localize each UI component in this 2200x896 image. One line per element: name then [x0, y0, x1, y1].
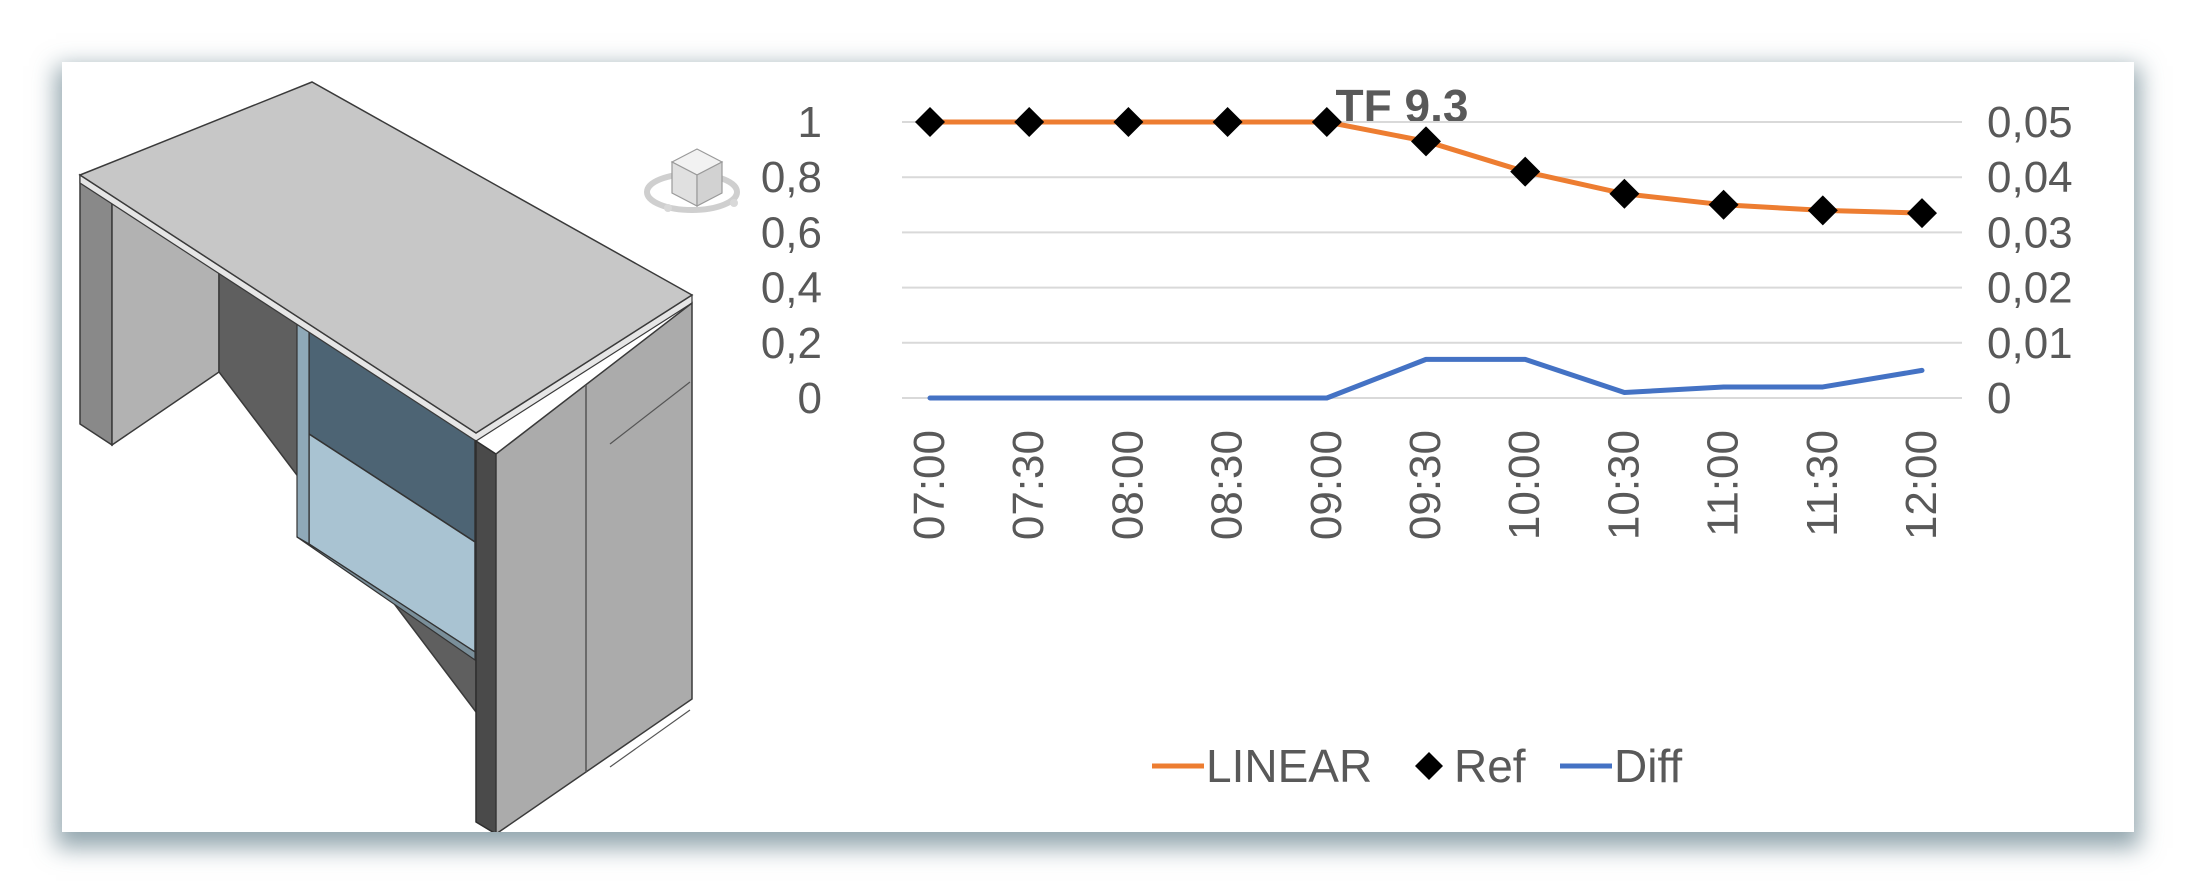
legend-label: Ref: [1454, 740, 1526, 792]
chart-title: TF 9.3: [1336, 80, 1469, 132]
chart-gridlines: [902, 121, 1962, 399]
figure-card: TF 9.3 0 0,2 0,4 0,6 0,8 1 0 0,01 0,02 0,03 0,04 0…: [62, 62, 2134, 832]
x-tick-label: 08:30: [1203, 430, 1252, 540]
ref-marker: [1807, 195, 1838, 226]
legend-item-diff: Diff: [1560, 740, 1682, 792]
diff-line: [927, 356, 1925, 401]
y-axis-left: 0 0,2 0,4 0,6 0,8 1: [761, 98, 822, 423]
legend-swatch: [1415, 752, 1443, 780]
series-ref: [915, 107, 1937, 229]
viewcube-icon[interactable]: [644, 148, 740, 213]
wall-model-illustration: [78, 81, 694, 832]
ref-marker: [1212, 107, 1243, 137]
y-right-tick-label: 0,03: [1987, 208, 2073, 257]
y-left-tick-label: 0,2: [761, 319, 822, 368]
x-tick-label: 07:30: [1004, 430, 1053, 540]
line-chart: TF 9.3 00,20,40,60,81 00,010,020,030,040…: [761, 80, 2073, 792]
x-tick-label: 11:00: [1699, 430, 1748, 537]
left-wall-front-face: [79, 173, 113, 447]
window-reveal-bottom: [296, 536, 476, 662]
chart-legend: LINEAR Ref Diff: [1152, 740, 1682, 792]
ref-marker: [915, 107, 945, 137]
ref-marker: [1907, 198, 1937, 229]
ref-marker: [1014, 107, 1045, 137]
ref-marker: [1411, 126, 1441, 157]
y-right-tick-label: 0,01: [1987, 319, 2073, 368]
legend-label: LINEAR: [1206, 740, 1372, 792]
right-wall-lower-notch: [609, 709, 691, 768]
x-tick-label: 11:30: [1798, 430, 1847, 537]
legend-item-ref: Ref: [1415, 740, 1526, 792]
x-tick-label: 10:00: [1500, 430, 1549, 540]
y-right-tick-label: 0,05: [1987, 98, 2073, 147]
y-left-tick-label: 1: [798, 98, 822, 147]
ref-marker: [1113, 107, 1144, 137]
right-wall-end-face: [475, 439, 497, 832]
roof-slab-top: [78, 81, 694, 434]
y-axis-right: 0 0,01 0,02 0,03 0,04 0,05: [1987, 98, 2073, 423]
legend-label: Diff: [1614, 740, 1682, 792]
ref-marker: [1708, 189, 1739, 220]
x-tick-label: 09:30: [1401, 430, 1450, 540]
series-diff: [927, 356, 1925, 401]
y-left-tick-label: 0,8: [761, 153, 822, 202]
y-left-tick-label: 0,6: [761, 208, 822, 257]
y-right-tick-label: 0,02: [1987, 264, 2073, 313]
y-right-tick-label: 0,04: [1987, 153, 2073, 202]
legend-item-linear: LINEAR: [1152, 740, 1372, 792]
x-axis: 07:00 07:30 08:00 08:30 09:00 09:30 10:00 10:30…: [905, 430, 1946, 540]
x-tick-label: 09:00: [1302, 430, 1351, 540]
right-wall-upper-notch: [609, 381, 691, 445]
x-tick-label: 12:00: [1897, 430, 1946, 540]
y-right-tick-label: 0: [1987, 374, 2011, 423]
chart-plot-area: [915, 107, 1937, 401]
x-tick-label: 10:30: [1599, 430, 1648, 540]
ref-marker: [1311, 107, 1342, 137]
x-tick-label: 08:00: [1103, 430, 1152, 540]
y-left-tick-label: 0,4: [761, 264, 822, 313]
ref-marker: [1609, 178, 1640, 209]
chart-figure: TF 9.3 00,20,40,60,81 00,010,020,030,040…: [78, 80, 2073, 832]
x-tick-label: 07:00: [905, 430, 954, 540]
y-left-tick-label: 0: [798, 374, 822, 423]
ref-marker: [1510, 156, 1541, 187]
window-reveal-left: [296, 313, 310, 546]
right-wall-side-face: [495, 301, 693, 832]
